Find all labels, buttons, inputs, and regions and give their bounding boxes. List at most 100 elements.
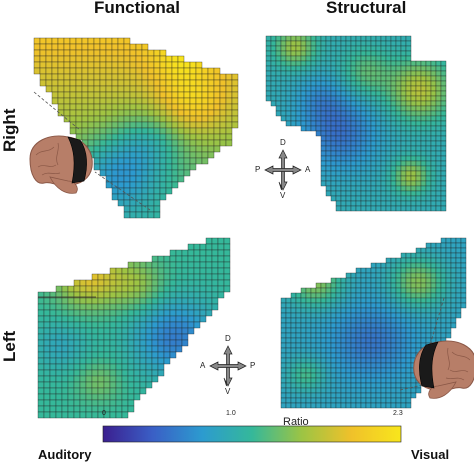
grid-cell (81, 91, 89, 99)
grid-cell (395, 130, 402, 137)
grid-cell (145, 321, 153, 329)
grid-cell (400, 302, 407, 309)
grid-cell (415, 317, 422, 324)
grid-cell (265, 35, 272, 42)
grid-cell (87, 49, 95, 57)
grid-cell (375, 40, 382, 47)
grid-cell (375, 90, 382, 97)
grid-cell (395, 402, 402, 409)
grid-cell (335, 40, 342, 47)
grid-cell (350, 190, 357, 197)
grid-cell (105, 151, 113, 159)
grid-cell (123, 169, 131, 177)
grid-cell (400, 372, 407, 379)
grid-cell (201, 109, 209, 117)
grid-cell (415, 65, 422, 72)
grid-cell (280, 397, 287, 404)
grid-cell (330, 292, 337, 299)
grid-cell (380, 200, 387, 207)
grid-cell (405, 347, 412, 354)
grid-cell (415, 120, 422, 127)
grid-cell (290, 302, 297, 309)
grid-cell (430, 312, 437, 319)
grid-cell (395, 327, 402, 334)
grid-cell (157, 273, 165, 281)
grid-cell (285, 100, 292, 107)
grid-cell (290, 322, 297, 329)
grid-cell (360, 100, 367, 107)
grid-cell (225, 79, 233, 87)
grid-cell (117, 115, 125, 123)
grid-cell (375, 190, 382, 197)
grid-cell (127, 381, 135, 389)
grid-cell (69, 127, 77, 135)
grid-cell (345, 35, 352, 42)
grid-cell (183, 103, 191, 111)
grid-cell (285, 327, 292, 334)
grid-cell (385, 307, 392, 314)
grid-cell (285, 90, 292, 97)
grid-cell (169, 261, 177, 269)
grid-cell (325, 105, 332, 112)
grid-cell (370, 180, 377, 187)
grid-cell (105, 109, 113, 117)
grid-cell (111, 127, 119, 135)
grid-cell (207, 121, 215, 129)
grid-cell (127, 273, 135, 281)
grid-cell (405, 352, 412, 359)
grid-cell (320, 367, 327, 374)
grid-cell (141, 55, 149, 63)
grid-cell (300, 297, 307, 304)
grid-cell (345, 302, 352, 309)
grid-cell (340, 55, 347, 62)
grid-cell (139, 339, 147, 347)
grid-cell (171, 151, 179, 159)
grid-cell (440, 287, 447, 294)
grid-cell (141, 67, 149, 75)
grid-cell (163, 327, 171, 335)
grid-cell (105, 133, 113, 141)
grid-cell (147, 187, 155, 195)
grid-cell (181, 249, 189, 257)
grid-cell (405, 337, 412, 344)
grid-cell (380, 65, 387, 72)
grid-cell (99, 121, 107, 129)
grid-cell (97, 351, 105, 359)
grid-cell (350, 200, 357, 207)
grid-cell (365, 90, 372, 97)
grid-cell (420, 262, 427, 269)
grid-cell (375, 402, 382, 409)
grid-cell (169, 315, 177, 323)
grid-cell (350, 100, 357, 107)
grid-cell (410, 90, 417, 97)
grid-cell (360, 272, 367, 279)
grid-cell (87, 43, 95, 51)
grid-cell (390, 175, 397, 182)
grid-cell (450, 247, 457, 254)
grid-cell (425, 85, 432, 92)
grid-cell (340, 95, 347, 102)
grid-cell (39, 55, 47, 63)
grid-cell (285, 392, 292, 399)
grid-cell (435, 322, 442, 329)
grid-cell (405, 332, 412, 339)
grid-cell (320, 332, 327, 339)
grid-cell (360, 125, 367, 132)
grid-cell (440, 165, 447, 172)
grid-cell (45, 79, 53, 87)
grid-cell (91, 327, 99, 335)
grid-cell (335, 185, 342, 192)
grid-cell (295, 90, 302, 97)
grid-cell (99, 157, 107, 165)
grid-cell (440, 252, 447, 259)
grid-cell (153, 109, 161, 117)
grid-cell (420, 145, 427, 152)
grid-cell (285, 317, 292, 324)
grid-cell (43, 351, 51, 359)
grid-cell (43, 387, 51, 395)
grid-cell (430, 262, 437, 269)
grid-cell (430, 75, 437, 82)
grid-cell (440, 317, 447, 324)
grid-cell (325, 297, 332, 304)
grid-cell (193, 315, 201, 323)
